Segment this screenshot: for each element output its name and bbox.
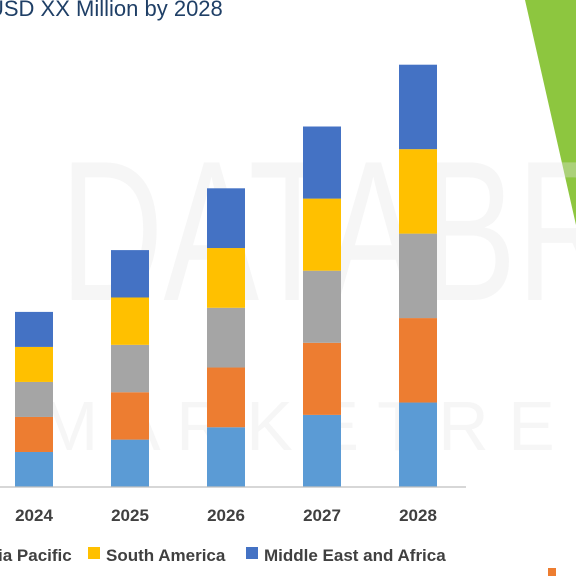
bar-segment-2026-series-3: [207, 307, 245, 368]
corner-accent-triangle: [525, 0, 576, 225]
x-tick-labels: 2024 2025 2026 2027 2028: [15, 506, 437, 525]
legend-swatch-2: [88, 547, 100, 559]
bar-segment-2026-series-4: [207, 248, 245, 308]
bar-segment-2028-series-1: [399, 402, 437, 487]
bar-segment-2024-series-4: [15, 346, 53, 382]
bar-segment-2027-series-2: [303, 342, 341, 415]
bar-segment-2028-series-3: [399, 233, 437, 319]
x-tick-label-2028: 2028: [399, 506, 437, 525]
bar-segment-2028-series-4: [399, 149, 437, 234]
bar-segment-2026-series-5: [207, 188, 245, 249]
x-tick-label-2025: 2025: [111, 506, 149, 525]
bar-segment-2024-series-1: [15, 451, 53, 487]
legend: ia Pacific South America Middle East and A…: [0, 546, 446, 565]
x-tick-label-2026: 2026: [207, 506, 245, 525]
bar-segment-2027-series-3: [303, 270, 341, 343]
bar-segment-2024-series-2: [15, 416, 53, 452]
bars-layer: [15, 64, 437, 487]
x-tick-label-2024: 2024: [15, 506, 53, 525]
bar-segment-2027-series-5: [303, 126, 341, 199]
x-tick-label-2027: 2027: [303, 506, 341, 525]
legend-label-1: ia Pacific: [0, 546, 72, 565]
corner-accent-orange: [548, 568, 556, 576]
legend-label-2: South America: [106, 546, 226, 565]
bar-segment-2026-series-1: [207, 427, 245, 487]
bar-segment-2024-series-5: [15, 311, 53, 347]
bar-segment-2026-series-2: [207, 367, 245, 428]
bar-segment-2024-series-3: [15, 381, 53, 417]
bar-segment-2028-series-5: [399, 64, 437, 150]
legend-swatch-3: [246, 547, 258, 559]
bar-segment-2025-series-5: [111, 250, 149, 298]
chart-title: USD XX Million by 2028: [0, 0, 223, 21]
bar-segment-2028-series-2: [399, 318, 437, 403]
legend-label-3: Middle East and Africa: [264, 546, 446, 565]
bar-segment-2027-series-4: [303, 198, 341, 271]
bar-segment-2025-series-2: [111, 392, 149, 440]
bar-segment-2027-series-1: [303, 414, 341, 487]
bar-segment-2025-series-1: [111, 439, 149, 487]
bar-segment-2025-series-4: [111, 297, 149, 345]
bar-segment-2025-series-3: [111, 344, 149, 393]
